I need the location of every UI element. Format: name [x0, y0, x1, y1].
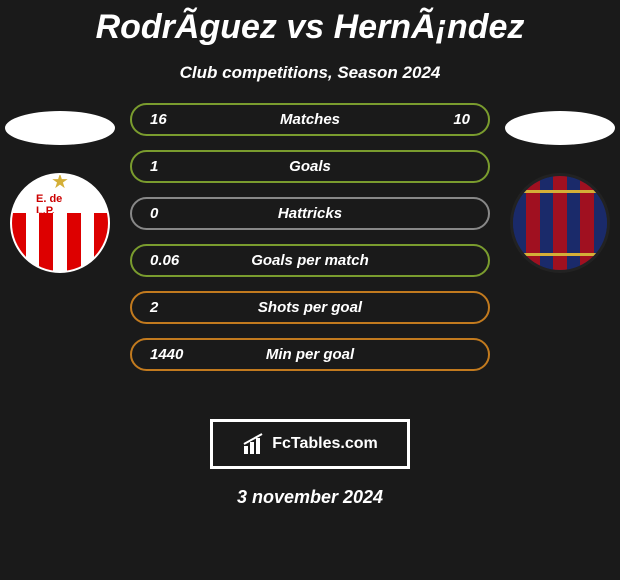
- left-club-crest: ★ E. de L.P.: [10, 173, 110, 273]
- stat-left-value: 1440: [150, 346, 210, 363]
- stats-list: 16Matches101Goals0Hattricks0.06Goals per…: [130, 103, 490, 371]
- stat-label: Min per goal: [210, 346, 410, 363]
- stat-row: 0.06Goals per match: [130, 244, 490, 277]
- stat-row: 1Goals: [130, 150, 490, 183]
- stat-left-value: 0: [150, 205, 210, 222]
- stat-row: 16Matches10: [130, 103, 490, 136]
- stat-left-value: 0.06: [150, 252, 210, 269]
- stat-label: Matches: [210, 111, 410, 128]
- stat-label: Goals per match: [210, 252, 410, 269]
- stat-label: Shots per goal: [210, 299, 410, 316]
- stat-left-value: 16: [150, 111, 210, 128]
- badge-text: FcTables.com: [272, 435, 378, 453]
- chart-icon: [242, 432, 266, 456]
- left-player-silhouette: [5, 111, 115, 145]
- stat-label: Hattricks: [210, 205, 410, 222]
- stat-row: 2Shots per goal: [130, 291, 490, 324]
- stat-row: 1440Min per goal: [130, 338, 490, 371]
- source-badge: FcTables.com: [210, 419, 410, 469]
- stat-left-value: 1: [150, 158, 210, 175]
- date-text: 3 november 2024: [0, 487, 620, 508]
- right-player-stack: [500, 103, 620, 273]
- star-icon: ★: [51, 173, 69, 194]
- comparison-area: ★ E. de L.P. 16Matches101Goals0Hattricks…: [0, 103, 620, 403]
- stat-right-value: 10: [410, 111, 470, 128]
- left-player-stack: ★ E. de L.P.: [0, 103, 120, 273]
- right-player-silhouette: [505, 111, 615, 145]
- stat-left-value: 2: [150, 299, 210, 316]
- right-club-crest: [510, 173, 610, 273]
- subtitle: Club competitions, Season 2024: [0, 63, 620, 83]
- stat-row: 0Hattricks: [130, 197, 490, 230]
- stat-label: Goals: [210, 158, 410, 175]
- page-title: RodrÃ­guez vs HernÃ¡ndez: [0, 0, 620, 47]
